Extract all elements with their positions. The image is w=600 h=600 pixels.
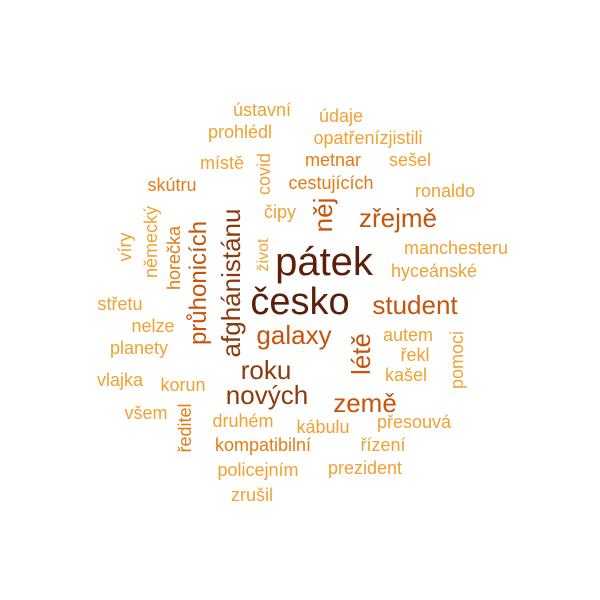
word-viry: víry [115, 232, 135, 262]
word-sesel: sešel [388, 150, 432, 170]
word-rizeni: řízení [360, 435, 406, 455]
word-roku: roku [240, 355, 292, 385]
word-policejnim: policejním [217, 460, 299, 480]
word-nelze: nelze [131, 316, 175, 336]
word-student: student [372, 290, 458, 320]
word-ronaldo: ronaldo [414, 181, 476, 201]
word-prezident: prezident [327, 458, 403, 478]
word-nemecky: německý [141, 205, 161, 279]
word-druhem: druhém [212, 411, 274, 431]
word-kabulu: kábulu [296, 417, 350, 437]
word-cesko: česko [250, 281, 350, 323]
word-vlajka: vlajka [96, 370, 144, 390]
word-cipy: čipy [263, 202, 297, 222]
word-kompatibilni: kompatibilní [214, 435, 312, 455]
word-manchesteru: manchesteru [403, 238, 509, 258]
word-metnar: metnar [304, 150, 362, 170]
word-planety: planety [109, 338, 169, 358]
word-nej: něj [308, 197, 338, 233]
word-prohledl: prohlédl [207, 122, 273, 142]
word-patek: pátek [275, 240, 373, 284]
word-lete: létě [346, 333, 376, 375]
word-opatrenizjistili: opatřenízjistili [313, 128, 423, 148]
word-miste: místě [199, 153, 245, 173]
word-skutru: skútru [147, 175, 197, 195]
word-covid: covid [254, 152, 274, 196]
word-horecka: horečka [164, 225, 184, 291]
word-stretu: střetu [97, 294, 143, 314]
word-hyceanske: hyceánské [390, 261, 478, 281]
word-zeme: země [333, 388, 397, 418]
word-zrusil: zrušil [230, 485, 274, 505]
word-afghanistanu: afghánistánu [216, 208, 246, 358]
word-autem: autem [382, 325, 434, 345]
word-udaje: údaje [318, 106, 364, 126]
word-galaxy: galaxy [256, 320, 332, 350]
word-cestujicich: cestujících [288, 173, 374, 193]
word-rekl: řekl [400, 345, 430, 365]
word-novych: nových [225, 380, 309, 410]
word-vsem: všem [124, 403, 168, 423]
word-kasel: kašel [384, 365, 428, 385]
word-pomoci: pomoci [447, 330, 467, 390]
word-reditel: ředitel [175, 403, 195, 453]
word-pruhonicich: průhonicích [185, 220, 212, 346]
word-zivot: život [255, 238, 272, 272]
word-korun: korun [160, 375, 206, 395]
word-ustavni: ústavní [232, 100, 292, 120]
word-zrejme: zřejmě [358, 203, 438, 233]
word-presouva: přesouvá [376, 412, 452, 432]
